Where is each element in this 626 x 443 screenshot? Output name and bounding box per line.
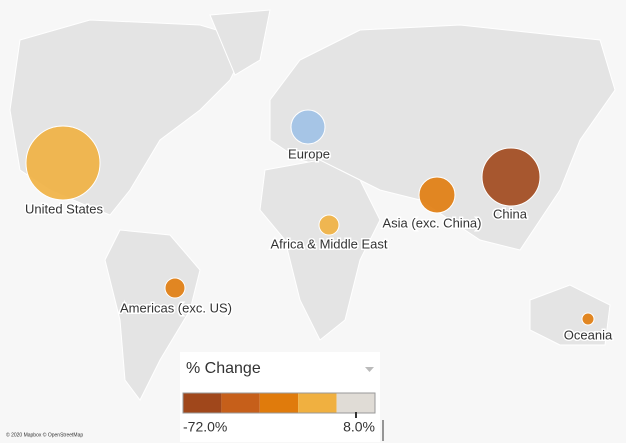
legend-title: % Change — [186, 360, 261, 377]
bubble[interactable] — [290, 109, 326, 145]
region-label: Europe — [288, 146, 330, 161]
region-label: Americas (exc. US) — [120, 300, 232, 315]
bubble[interactable] — [581, 312, 595, 326]
color-ramp — [183, 393, 375, 413]
ramp-bin — [259, 393, 299, 413]
legend[interactable]: % Change -72.0% 8.0% — [180, 352, 384, 442]
bubble[interactable] — [318, 214, 340, 236]
bubbles: United States Europe Africa & Middle East A… — [23, 109, 614, 344]
region-label: Oceania — [564, 327, 613, 342]
region-label: Africa & Middle East — [270, 236, 387, 251]
ramp-bin — [298, 393, 337, 413]
bubble[interactable] — [164, 277, 186, 299]
region-label: United States — [25, 201, 104, 216]
ramp-border — [182, 392, 376, 414]
ramp-bin — [183, 393, 222, 413]
bubble[interactable] — [481, 147, 541, 207]
ramp-bin — [221, 393, 260, 413]
region-label: China — [493, 206, 528, 221]
attribution: © 2020 Mapbox © OpenStreetMap — [6, 431, 83, 438]
ramp-bin — [336, 393, 375, 413]
legend-max: 8.0% — [343, 419, 375, 435]
legend-min: -72.0% — [183, 419, 227, 435]
bubble[interactable] — [25, 125, 101, 201]
region-label: Asia (exc. China) — [383, 215, 482, 230]
bubble[interactable] — [418, 176, 456, 214]
dropdown-arrow[interactable] — [365, 367, 374, 372]
